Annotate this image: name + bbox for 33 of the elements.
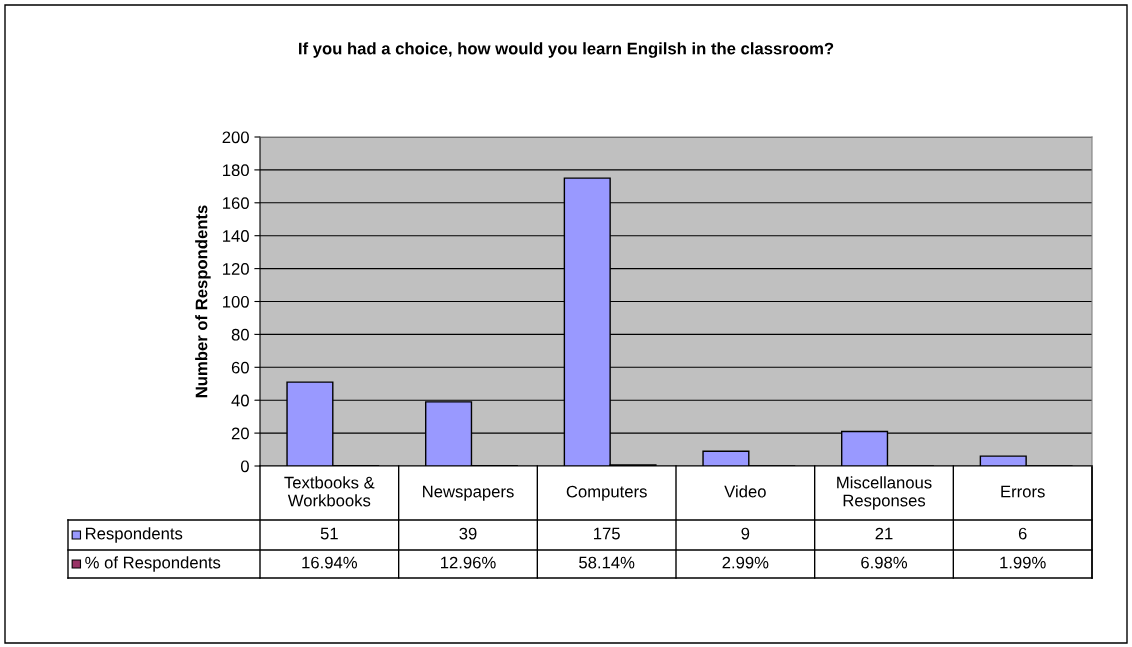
data-label: 6.98%	[861, 556, 908, 569]
data-label: 1.99%	[1000, 556, 1046, 569]
x-tick-label: Textbooks & Workbooks	[284, 476, 375, 507]
y-tick-label: 80	[231, 328, 249, 341]
y-axis-title: Number of Respondents	[195, 205, 211, 398]
y-tick-label: 200	[222, 131, 249, 144]
y-tick-label: 100	[223, 295, 249, 308]
legend-label: Respondents	[86, 527, 183, 543]
data-label: 6	[1018, 527, 1027, 540]
data-label: 9	[741, 527, 750, 540]
y-tick-label: 120	[223, 263, 249, 275]
y-tick-label: 60	[231, 361, 249, 374]
data-label: 39	[459, 527, 477, 540]
y-tick-label: 160	[223, 197, 249, 209]
data-label: 2.99%	[722, 556, 769, 569]
x-tick-label: Newspapers	[423, 485, 514, 501]
legend-label: % of Respondents	[85, 556, 221, 572]
y-tick-label: 180	[223, 164, 249, 177]
x-tick-label: Errors	[1001, 485, 1045, 498]
y-tick-label: 0	[240, 460, 249, 473]
y-tick-label: 20	[231, 427, 249, 440]
data-label: 12.96%	[441, 556, 496, 569]
y-tick-label: 140	[223, 230, 249, 242]
data-label: 51	[320, 527, 338, 540]
x-tick-label: Video	[724, 485, 766, 498]
y-tick-label: 40	[231, 394, 249, 407]
data-label: 16.94%	[302, 556, 358, 569]
data-label: 58.14%	[579, 556, 635, 569]
data-label: 21	[875, 527, 893, 540]
x-tick-label: Miscellanous Responses	[837, 476, 932, 510]
data-label: 175	[594, 527, 620, 540]
chart-title: If you had a choice, how would you learn Engilsh in the classroom?	[299, 42, 834, 58]
x-tick-label: Computers	[566, 485, 647, 501]
